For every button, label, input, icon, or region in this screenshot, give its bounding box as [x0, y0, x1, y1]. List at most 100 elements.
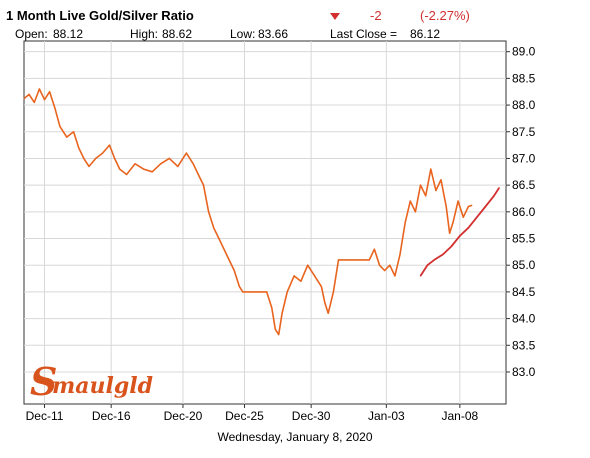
data-point — [49, 91, 51, 93]
y-tick-label: 87.0 — [512, 151, 536, 165]
y-tick-label: 88.5 — [512, 71, 536, 85]
data-point — [467, 227, 469, 229]
series-group — [23, 88, 500, 336]
data-point — [332, 291, 334, 293]
data-point — [324, 302, 326, 304]
change-value: -2 — [370, 8, 382, 23]
data-point — [119, 168, 121, 170]
data-point — [28, 93, 30, 95]
grid-lines — [24, 41, 506, 404]
data-point — [23, 98, 25, 100]
data-point — [134, 163, 136, 165]
data-point — [151, 171, 153, 173]
data-point — [445, 205, 447, 208]
data-point — [356, 259, 358, 261]
data-point — [307, 264, 309, 266]
last-close-label: Last Close = — [330, 27, 397, 41]
svg-text:maulgld: maulgld — [52, 373, 153, 399]
data-point — [462, 216, 464, 218]
change-percent: (-2.27%) — [420, 8, 470, 23]
x-axis: Dec-11 Dec-16 Dec-20 Dec-25 Dec-30 Jan-03 Jan-… — [26, 404, 479, 423]
data-point — [108, 144, 111, 146]
data-point — [337, 259, 340, 261]
data-point — [266, 291, 268, 293]
data-point — [457, 200, 459, 202]
data-point — [66, 136, 68, 138]
data-point — [373, 248, 375, 250]
data-point — [54, 107, 56, 109]
data-point — [213, 227, 215, 229]
data-point — [440, 179, 442, 181]
data-point — [452, 221, 454, 224]
data-point — [208, 211, 210, 213]
data-point — [168, 157, 170, 159]
x-tick-label: Dec-11 — [26, 409, 64, 423]
y-tick-label: 87.5 — [512, 125, 536, 139]
chart-title: 1 Month Live Gold/Silver Ratio — [6, 8, 194, 23]
data-point — [368, 259, 370, 261]
data-point — [114, 157, 116, 159]
data-point — [425, 195, 427, 197]
data-point — [102, 152, 104, 154]
x-axis-label: Wednesday, January 8, 2020 — [218, 430, 373, 444]
y-axis: 83.0 83.5 84.0 84.5 85.0 85.5 86.0 86.5 87.0 87.5… — [506, 45, 536, 379]
data-point — [419, 275, 422, 277]
y-tick-label: 84.5 — [512, 285, 536, 299]
plot-area — [23, 40, 507, 405]
y-tick-label: 84.0 — [512, 312, 536, 326]
y-tick-label: 85.5 — [512, 232, 536, 246]
y-tick-label: 86.5 — [512, 178, 536, 192]
data-point — [202, 184, 205, 186]
data-point — [223, 248, 225, 250]
data-point — [430, 168, 432, 170]
data-point — [300, 280, 302, 282]
smaulgld-logo: S maulgld — [30, 359, 153, 404]
data-point — [274, 328, 276, 330]
low-value: 83.66 — [258, 27, 288, 41]
data-point — [238, 286, 240, 288]
y-tick-label: 89.0 — [512, 45, 536, 59]
data-point — [449, 232, 451, 234]
data-point — [278, 334, 280, 336]
x-tick-label: Dec-30 — [292, 409, 331, 423]
high-value: 88.62 — [162, 27, 192, 41]
data-point — [160, 163, 162, 165]
data-point — [233, 269, 235, 272]
data-point — [254, 291, 256, 293]
data-point — [471, 204, 473, 206]
data-point — [459, 235, 461, 237]
data-point — [484, 205, 487, 208]
data-point — [218, 237, 220, 240]
data-point — [126, 173, 128, 176]
open-value: 88.12 — [53, 27, 83, 41]
last-close-value: 86.12 — [410, 27, 440, 41]
data-point — [228, 259, 230, 261]
data-point — [399, 253, 401, 256]
data-point — [476, 216, 478, 218]
data-point — [404, 221, 406, 224]
y-tick-label: 85.0 — [512, 258, 536, 272]
data-point — [177, 165, 179, 167]
y-tick-label: 83.5 — [512, 338, 536, 352]
low-label: Low: — [230, 27, 255, 41]
data-point — [33, 101, 35, 103]
data-point — [242, 291, 244, 293]
data-point — [327, 312, 329, 314]
data-point — [59, 125, 61, 127]
data-point — [143, 168, 145, 170]
data-point — [493, 195, 495, 197]
data-point — [426, 264, 428, 266]
x-tick-label: Dec-16 — [92, 409, 131, 423]
data-point — [83, 157, 85, 159]
data-point — [467, 205, 469, 208]
data-point — [43, 99, 46, 101]
data-point — [435, 189, 437, 192]
data-point — [185, 152, 187, 154]
data-point — [378, 264, 381, 266]
data-point — [38, 88, 41, 90]
data-point — [450, 245, 452, 248]
y-tick-label: 83.0 — [512, 365, 536, 379]
data-point — [344, 259, 346, 261]
down-arrow-icon — [330, 13, 340, 20]
